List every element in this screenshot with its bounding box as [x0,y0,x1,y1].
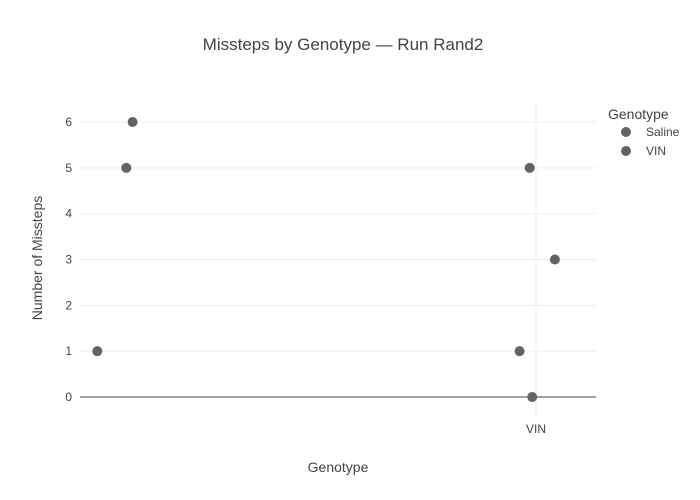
y-tick-label-0: 0 [65,390,72,404]
legend-marker-saline [621,127,631,137]
y-axis-title: Number of Missteps [29,196,45,320]
y-tick-label-2: 2 [65,298,72,312]
legend-label-vin: VIN [646,144,666,158]
legend-entries: Saline VIN [621,125,680,158]
y-tick-label-4: 4 [65,207,72,221]
x-axis-title: Genotype [308,459,369,475]
chart-title: Missteps by Genotype — Run Rand2 [203,35,484,54]
legend-title: Genotype [608,106,669,122]
grid-layer [80,100,596,420]
point-vin-1 [514,346,525,357]
y-tick-label-6: 6 [65,115,72,129]
points-layer [92,117,560,402]
y-tick-label-5: 5 [65,161,72,175]
x-tick-label-vin: VIN [526,422,546,436]
y-tick-label-1: 1 [65,344,72,358]
point-saline-1 [121,162,132,173]
point-saline-0 [92,346,103,357]
point-vin-2 [549,254,560,265]
legend: Genotype Saline VIN [608,106,680,158]
legend-marker-vin [621,146,631,156]
y-tick-labels: 0 1 2 3 4 5 6 [65,115,72,404]
legend-label-saline: Saline [646,125,680,139]
point-saline-2 [127,117,138,127]
point-vin-3 [524,162,535,173]
point-vin-0 [527,392,538,402]
y-tick-label-3: 3 [65,253,72,267]
x-tick-labels: VIN [526,422,546,436]
